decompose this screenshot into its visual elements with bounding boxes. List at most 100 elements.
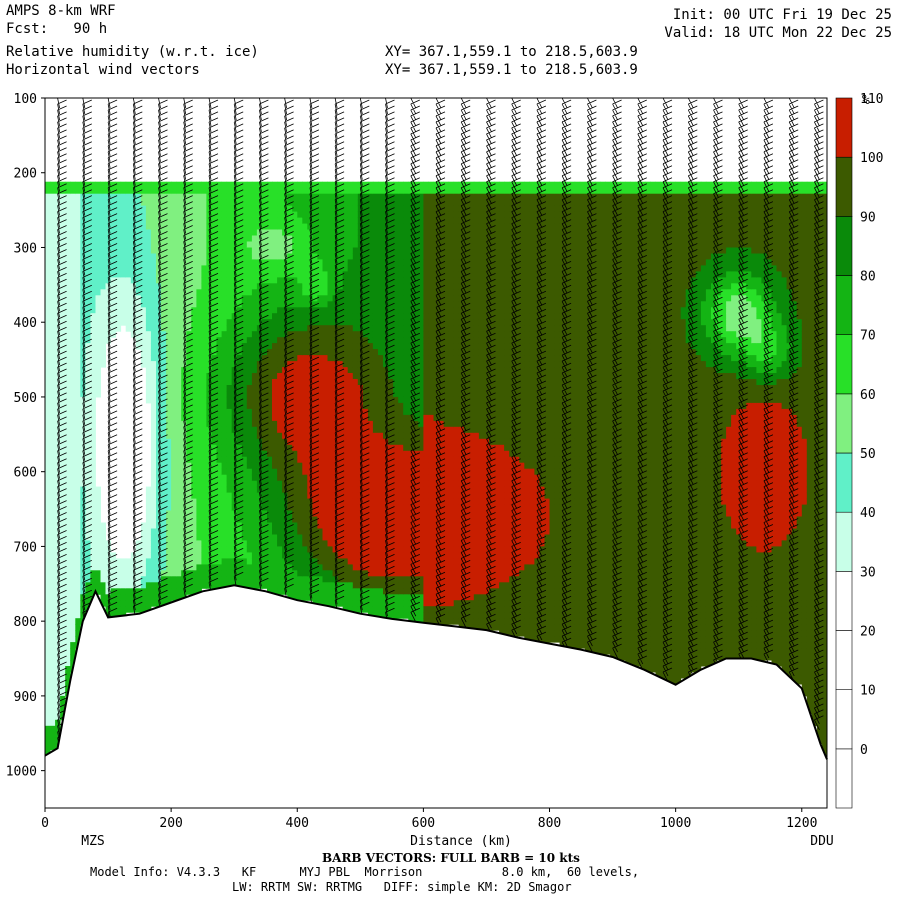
rh-cell <box>145 289 152 296</box>
rh-cell <box>372 444 379 452</box>
rh-cell <box>191 402 197 410</box>
rh-cell <box>367 229 374 236</box>
rh-cell <box>403 408 409 416</box>
rh-cell <box>201 187 207 195</box>
rh-cell <box>322 319 328 326</box>
rh-cell <box>241 277 248 284</box>
rh-cell <box>322 229 328 236</box>
rh-cell <box>45 396 51 404</box>
rh-cell <box>352 594 359 601</box>
rh-cell <box>277 432 283 440</box>
rh-cell <box>307 588 313 595</box>
rh-cell <box>115 313 122 320</box>
rh-cell <box>226 486 233 494</box>
rh-cell <box>201 456 207 464</box>
rh-cell <box>75 546 81 553</box>
rh-cell <box>398 558 404 565</box>
rh-cell <box>70 612 76 619</box>
rh-cell <box>246 582 253 589</box>
rh-cell <box>322 199 328 207</box>
rh-cell <box>176 492 182 500</box>
rh-cell <box>403 534 409 541</box>
rh-cell <box>267 402 273 410</box>
rh-cell <box>378 343 384 350</box>
rh-cell <box>246 426 253 434</box>
rh-cell <box>272 534 278 541</box>
rh-cell <box>241 558 248 565</box>
rh-cell <box>246 187 253 195</box>
rh-cell <box>45 648 51 655</box>
rh-cell <box>145 199 152 207</box>
rh-cell <box>327 241 333 248</box>
rh-cell <box>90 211 96 219</box>
rh-cell <box>251 456 258 464</box>
rh-cell <box>171 498 177 506</box>
rh-cell <box>95 271 101 278</box>
rh-cell <box>50 522 56 529</box>
rh-cell <box>297 480 303 488</box>
rh-cell <box>161 600 167 607</box>
rh-cell <box>226 498 233 506</box>
rh-cell <box>352 229 359 236</box>
rh-cell <box>201 402 207 410</box>
rh-cell <box>322 307 328 314</box>
rh-cell <box>398 277 404 284</box>
rh-cell <box>171 594 177 601</box>
rh-cell <box>45 504 51 512</box>
rh-cell <box>317 313 323 320</box>
rh-cell <box>150 558 157 565</box>
rh-cell <box>100 343 106 350</box>
rh-cell <box>327 564 333 571</box>
rh-cell <box>277 217 283 225</box>
rh-cell <box>241 301 248 308</box>
rh-cell <box>347 534 354 541</box>
rh-cell <box>221 229 228 236</box>
rh-cell <box>171 331 177 338</box>
rh-cell <box>90 546 96 553</box>
rh-cell <box>171 283 177 290</box>
rh-cell <box>347 187 354 195</box>
rh-cell <box>166 319 172 326</box>
rh-cell <box>45 666 51 673</box>
rh-cell <box>105 277 111 284</box>
rh-cell <box>297 408 303 416</box>
rh-cell <box>50 743 56 751</box>
rh-cell <box>277 528 283 535</box>
rh-cell <box>176 426 182 434</box>
rh-cell <box>45 719 51 727</box>
rh-cell <box>201 444 207 452</box>
rh-cell <box>378 217 384 225</box>
rh-cell <box>317 235 323 242</box>
rh-cell <box>403 241 409 248</box>
rh-cell <box>378 432 384 440</box>
rh-cell <box>70 319 76 326</box>
rh-cell <box>241 468 248 476</box>
rh-cell <box>372 205 379 213</box>
rh-cell <box>367 606 374 613</box>
rh-cell <box>115 325 122 332</box>
rh-cell <box>251 522 258 529</box>
rh-cell <box>317 408 323 416</box>
rh-cell <box>191 337 197 344</box>
rh-cell <box>342 462 349 470</box>
rh-cell <box>246 331 253 338</box>
rh-cell <box>367 474 374 482</box>
rh-cell <box>302 432 308 440</box>
rh-cell <box>297 355 303 362</box>
rh-cell <box>241 289 248 296</box>
rh-cell <box>65 181 71 189</box>
rh-cell <box>272 187 278 195</box>
rh-cell <box>150 420 157 428</box>
rh-cell <box>166 187 172 195</box>
rh-cell <box>327 432 333 440</box>
rh-cell <box>166 438 172 446</box>
rh-cell <box>272 307 278 314</box>
rh-cell <box>201 283 207 290</box>
rh-cell <box>347 331 354 338</box>
rh-cell <box>191 492 197 500</box>
rh-cell <box>201 408 207 416</box>
rh-cell <box>372 319 379 326</box>
rh-cell <box>246 468 253 476</box>
rh-cell <box>317 271 323 278</box>
rh-cell <box>297 379 303 386</box>
